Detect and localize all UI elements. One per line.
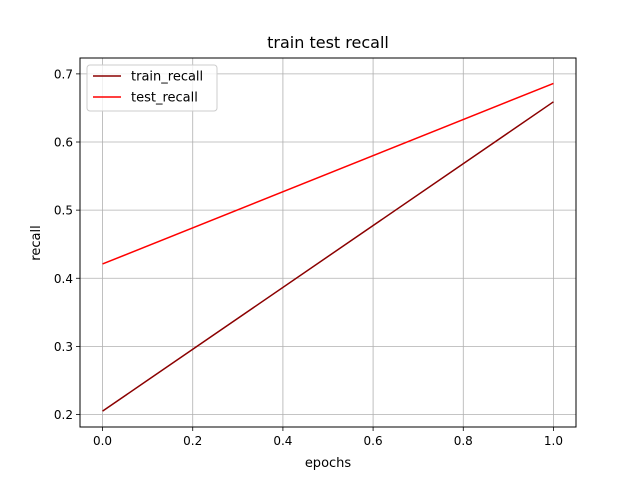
y-tick-label: 0.3 xyxy=(54,340,73,354)
series-layer xyxy=(102,82,554,412)
x-tick-label: 0.2 xyxy=(183,434,202,448)
y-tick-label: 0.2 xyxy=(54,408,73,422)
x-tick-label: 0.4 xyxy=(273,434,292,448)
x-axis-label: epochs xyxy=(305,456,352,471)
x-tick-label: 1.0 xyxy=(544,434,563,448)
legend-label-train-recall: train_recall xyxy=(131,70,203,85)
series-line-test-recall xyxy=(102,82,554,265)
x-tick-label: 0.0 xyxy=(93,434,112,448)
grid-layer xyxy=(80,58,576,427)
series-line-train-recall xyxy=(102,101,554,412)
y-tick-label: 0.6 xyxy=(54,136,73,150)
y-axis-label: recall xyxy=(29,225,44,260)
y-tick-label: 0.4 xyxy=(54,272,73,286)
chart-title: train test recall xyxy=(267,33,389,52)
x-tick-label: 0.6 xyxy=(364,434,383,448)
ticks-layer: 0.0 0.2 0.4 0.6 0.8 1.0 0.2 0.3 0.4 0.5 0.6 0.7 xyxy=(54,67,563,448)
x-tick-label: 0.8 xyxy=(454,434,473,448)
y-tick-label: 0.5 xyxy=(54,204,73,218)
y-tick-label: 0.7 xyxy=(54,67,73,81)
legend-label-test-recall: test_recall xyxy=(131,91,198,106)
plot-frame xyxy=(79,57,577,428)
legend: train_recall test_recall xyxy=(86,64,218,112)
